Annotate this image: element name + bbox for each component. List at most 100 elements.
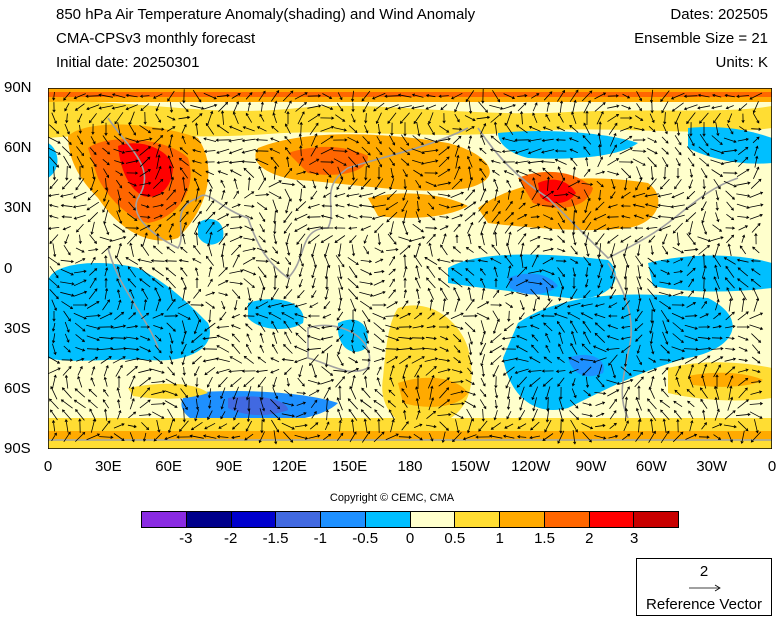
- wind-arrow: [557, 177, 565, 191]
- wind-arrow: [713, 112, 721, 124]
- wind-arrow: [685, 212, 697, 223]
- wind-arrow: [311, 410, 317, 419]
- wind-arrow: [621, 168, 632, 179]
- wind-arrow: [294, 313, 308, 319]
- colorbar-label: 0.5: [444, 530, 466, 547]
- wind-arrow: [181, 377, 187, 388]
- wind-arrow: [306, 347, 321, 352]
- wind-arrow: [99, 435, 114, 439]
- wind-arrow: [583, 289, 591, 299]
- wind-arrow: [439, 387, 450, 399]
- wind-arrow: [374, 389, 384, 397]
- wind-arrow: [451, 178, 463, 190]
- wind-arrow: [349, 431, 357, 443]
- wind-arrow: [714, 408, 720, 421]
- wind-arrow: [670, 204, 685, 209]
- wind-arrow: [623, 420, 629, 432]
- wind-arrow: [572, 99, 577, 114]
- wind-arrow: [467, 221, 474, 234]
- wind-arrow: [427, 191, 436, 199]
- wind-arrow: [152, 191, 165, 198]
- wind-arrow: [242, 247, 256, 252]
- wind-arrow: [661, 147, 669, 155]
- wind-arrow: [281, 357, 294, 362]
- wind-arrow: [592, 357, 607, 364]
- wind-arrow: [179, 102, 189, 113]
- wind-arrow: [661, 157, 669, 168]
- wind-arrow: [361, 90, 371, 102]
- wind-arrow: [117, 375, 121, 388]
- wind-arrow: [698, 435, 710, 439]
- wind-arrow: [364, 166, 368, 181]
- wind-arrow: [518, 386, 525, 401]
- wind-arrow: [403, 277, 407, 288]
- wind-arrow: [517, 102, 527, 112]
- wind-arrow: [739, 287, 747, 301]
- wind-arrow: [442, 113, 446, 124]
- wind-arrow: [399, 112, 410, 124]
- wind-arrow: [360, 225, 371, 231]
- wind-arrow: [517, 435, 527, 439]
- wind-arrow: [233, 101, 239, 113]
- wind-arrow: [219, 311, 227, 321]
- wind-arrow: [221, 300, 226, 310]
- wind-arrow: [89, 268, 98, 276]
- wind-arrow: [272, 387, 279, 400]
- wind-arrow: [662, 233, 668, 245]
- wind-arrow: [205, 291, 216, 296]
- wind-arrow: [504, 221, 514, 234]
- wind-arrow: [350, 298, 357, 312]
- colorbar-segment: [410, 512, 456, 527]
- wind-arrow: [117, 199, 122, 213]
- wind-arrow: [126, 213, 138, 221]
- wind-arrow: [65, 165, 69, 181]
- wind-arrow: [167, 155, 174, 169]
- wind-arrow: [164, 434, 178, 440]
- wind-arrow: [623, 287, 628, 301]
- wind-arrow: [675, 365, 682, 377]
- wind-arrow: [216, 160, 229, 165]
- wind-arrow: [371, 204, 386, 209]
- wind-arrow: [140, 193, 151, 198]
- wind-arrow: [738, 387, 748, 399]
- wind-arrow: [282, 402, 295, 407]
- wind-arrow: [193, 177, 200, 190]
- wind-arrow: [398, 325, 413, 329]
- wind-arrow: [724, 357, 737, 362]
- wind-arrow: [61, 387, 72, 399]
- wind-arrow: [154, 345, 162, 354]
- wind-arrow: [452, 432, 462, 443]
- wind-arrow: [479, 167, 487, 178]
- wind-arrow: [76, 357, 85, 362]
- wind-arrow: [273, 165, 278, 180]
- wind-arrow: [506, 398, 511, 410]
- wind-arrow: [244, 300, 254, 311]
- wind-arrow: [737, 311, 749, 321]
- wind-arrow: [294, 303, 307, 308]
- wind-arrow: [113, 148, 126, 154]
- wind-arrow: [90, 136, 96, 145]
- wind-arrow: [346, 193, 360, 198]
- wind-arrow: [726, 123, 734, 135]
- wind-arrow: [74, 103, 85, 111]
- wind-arrow: [336, 432, 344, 441]
- wind-arrow: [48, 136, 61, 144]
- wind-arrow: [455, 419, 460, 434]
- wind-arrow: [52, 374, 57, 389]
- wind-arrow: [320, 214, 333, 219]
- wind-arrow: [635, 255, 643, 267]
- wind-arrow: [468, 355, 473, 366]
- wind-arrow: [258, 431, 265, 444]
- wind-arrow: [216, 435, 229, 439]
- wind-arrow: [477, 301, 490, 309]
- wind-arrow: [386, 211, 398, 223]
- wind-arrow: [260, 101, 264, 112]
- wind-arrow: [426, 277, 436, 289]
- wind-arrow: [437, 193, 451, 198]
- wind-arrow: [294, 357, 308, 364]
- wind-arrow: [582, 211, 592, 224]
- wind-arrow: [570, 320, 578, 334]
- wind-arrow: [723, 424, 737, 429]
- wind-arrow: [438, 399, 451, 409]
- wind-arrow: [530, 226, 541, 230]
